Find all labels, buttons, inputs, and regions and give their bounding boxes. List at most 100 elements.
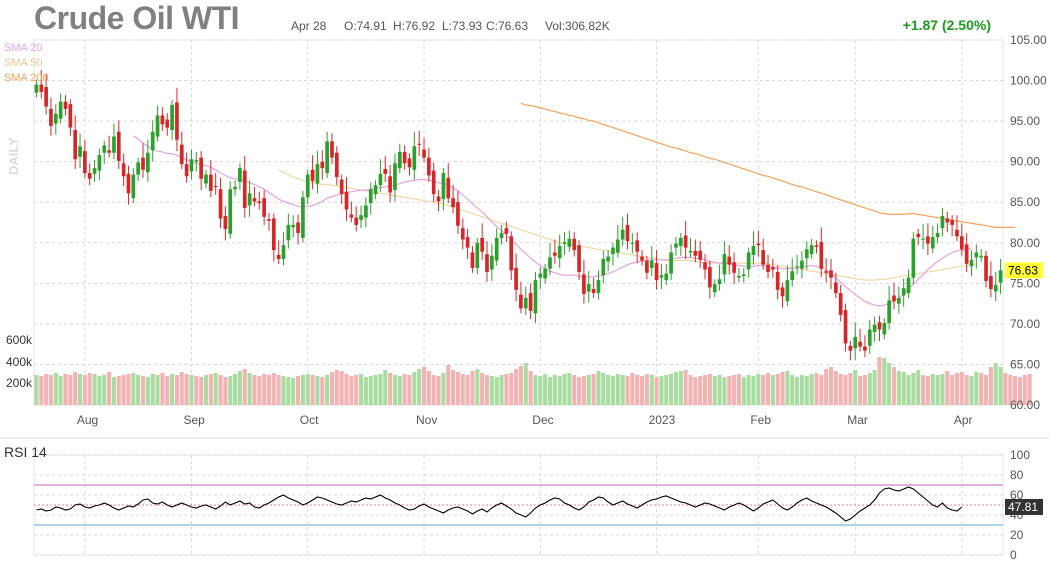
candle-body: [431, 170, 436, 195]
volume-bar: [460, 374, 465, 405]
candle-body: [136, 162, 141, 175]
volume-bar: [402, 374, 407, 405]
candle-body: [364, 205, 368, 218]
candle-body: [562, 241, 567, 244]
volume-bar: [543, 374, 548, 405]
candle-body: [955, 229, 959, 237]
candle-body: [775, 271, 780, 290]
volume-bar: [780, 372, 785, 405]
candle-body: [490, 255, 494, 270]
volume-bar: [921, 375, 926, 405]
candle-body: [359, 215, 363, 221]
candle-body: [107, 150, 111, 153]
volume-bar: [165, 376, 170, 405]
volume-bar: [218, 375, 223, 405]
volume-bar: [475, 369, 480, 405]
candle-body: [838, 293, 843, 315]
volume-bar: [523, 363, 528, 405]
candle-body: [257, 201, 262, 204]
volume-bar: [509, 373, 514, 405]
candle-body: [901, 288, 906, 296]
candle-body: [906, 277, 911, 294]
volume-bar: [455, 372, 460, 405]
candle-body: [989, 276, 993, 290]
volume-bar: [858, 376, 863, 405]
instrument-title: Crude Oil WTI: [34, 0, 240, 36]
date-tick-label: Feb: [750, 413, 771, 427]
volume-bar: [87, 373, 92, 405]
volume-bar: [916, 370, 921, 405]
price-tick-label: 85.00: [1010, 195, 1040, 209]
volume-bar: [107, 372, 112, 405]
volume-bar: [819, 375, 824, 405]
volume-bar: [412, 372, 417, 405]
candle-body: [969, 259, 974, 267]
volume-bar: [136, 375, 141, 405]
sma20-legend[interactable]: SMA 20: [4, 42, 43, 54]
candle-body: [741, 274, 746, 277]
volume-bar: [1003, 373, 1008, 405]
volume-bar: [325, 375, 330, 405]
volume-bar: [620, 375, 625, 405]
price-tick-label: 90.00: [1010, 155, 1040, 169]
candle-body: [751, 246, 756, 255]
volume-bar: [790, 375, 795, 405]
candle-body: [635, 240, 640, 252]
volume-bar: [925, 376, 930, 405]
volume-bar: [518, 366, 523, 405]
volume-bar: [843, 375, 848, 405]
candle-body: [993, 284, 998, 292]
volume-bar: [809, 374, 814, 405]
candle-body: [465, 237, 470, 248]
volume-bar: [363, 377, 368, 405]
volume-bar: [775, 374, 780, 405]
candle-body: [771, 267, 775, 270]
volume-axis-200k: 200k: [6, 376, 33, 390]
price-tick-label: 75.00: [1010, 276, 1040, 290]
candle-body: [620, 229, 625, 240]
volume-bar: [53, 373, 58, 405]
volume-bar: [635, 375, 640, 405]
volume-bar: [1027, 374, 1032, 405]
candle-body: [829, 270, 833, 278]
volume-bar: [359, 374, 364, 405]
candle-body: [892, 295, 896, 302]
candle-body: [538, 273, 543, 278]
candle-body: [131, 174, 136, 199]
volume-bar: [68, 375, 73, 405]
candle-body: [959, 236, 964, 250]
volume-bar: [271, 373, 276, 405]
volume-bar: [557, 376, 562, 405]
volume-bar: [111, 377, 116, 405]
sma200-legend[interactable]: SMA 200: [4, 72, 49, 84]
volume-bar: [756, 374, 761, 405]
candle-body: [39, 84, 44, 92]
volume-bar: [126, 374, 131, 405]
volume-bar: [1013, 376, 1018, 405]
candle-body: [824, 271, 828, 273]
candle-body: [209, 174, 213, 191]
rsi-tick-label: 20: [1010, 528, 1024, 542]
candle-body: [649, 260, 654, 268]
price-tick-label: 70.00: [1010, 317, 1040, 331]
candle-body: [964, 244, 969, 264]
volume-bar: [702, 375, 708, 405]
sma50-legend[interactable]: SMA 50: [4, 57, 43, 69]
candle-body: [126, 173, 131, 194]
candle-body: [998, 270, 1003, 283]
volume-bar: [722, 377, 727, 405]
volume-bar: [964, 375, 969, 405]
volume-bar: [891, 367, 897, 405]
candle-body: [320, 161, 325, 169]
candle-body: [858, 341, 862, 347]
volume-bar: [199, 377, 204, 405]
volume-bar: [610, 376, 616, 405]
candle-body: [73, 130, 78, 160]
candle-body: [552, 252, 557, 256]
volume-bar: [300, 375, 305, 405]
volume-bar: [252, 375, 257, 405]
volume-bar: [678, 371, 683, 405]
candle-body: [286, 224, 291, 241]
candle-body: [834, 282, 838, 294]
